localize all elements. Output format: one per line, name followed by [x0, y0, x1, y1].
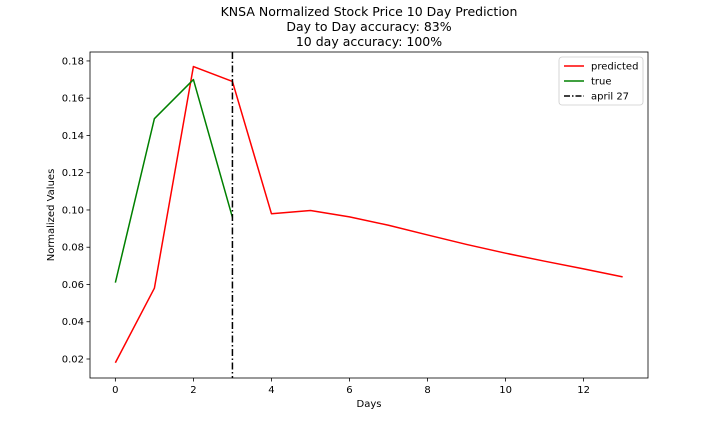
- y-tick-label: 0.04: [62, 317, 84, 328]
- y-tick-label: 0.14: [62, 131, 84, 142]
- title-line-2: Day to Day accuracy: 83%: [286, 19, 451, 34]
- legend-label-true: true: [591, 77, 612, 88]
- y-axis-label: Normalized Values: [46, 169, 57, 262]
- y-tick-label: 0.12: [62, 168, 84, 179]
- y-tick-label: 0.08: [62, 243, 84, 254]
- legend-label-april-27: april 27: [591, 92, 629, 103]
- plot-area: [90, 52, 648, 378]
- series-line-true: [114, 78, 234, 283]
- y-tick-label: 0.06: [62, 280, 84, 291]
- legend-box: [558, 56, 644, 106]
- x-tick-label: 8: [424, 385, 430, 396]
- y-tick-label: 0.02: [62, 354, 84, 365]
- series-line-predicted: [114, 65, 623, 364]
- legend: predicted true april 27: [558, 56, 644, 106]
- x-tick-label: 6: [346, 385, 352, 396]
- x-axis-ticks: 0 2 4 6 8 10 12: [112, 378, 590, 396]
- title-line-3: 10 day accuracy: 100%: [296, 34, 442, 49]
- x-tick-label: 4: [268, 385, 274, 396]
- x-axis-label: Days: [357, 399, 382, 410]
- series-layer: [114, 65, 623, 364]
- y-tick-label: 0.10: [62, 205, 84, 216]
- x-tick-label: 10: [499, 385, 512, 396]
- x-tick-label: 2: [190, 385, 196, 396]
- y-tick-label: 0.16: [62, 94, 84, 105]
- x-tick-label: 12: [577, 385, 590, 396]
- legend-label-predicted: predicted: [591, 62, 638, 73]
- y-tick-label: 0.18: [62, 56, 84, 67]
- plot-frame: [89, 51, 649, 379]
- chart-title: KNSA Normalized Stock Price 10 Day Predi…: [221, 4, 518, 49]
- title-line-1: KNSA Normalized Stock Price 10 Day Predi…: [221, 4, 518, 19]
- x-tick-label: 0: [112, 385, 118, 396]
- y-axis-ticks: 0.02 0.04 0.06 0.08 0.10 0.12 0.14 0.16 0.18: [62, 56, 90, 365]
